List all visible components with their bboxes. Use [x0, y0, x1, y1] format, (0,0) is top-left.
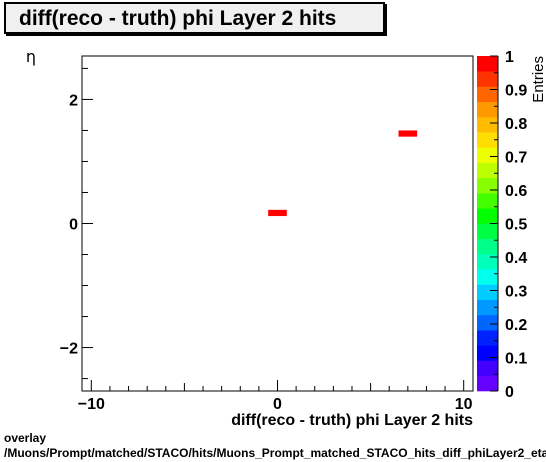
palette-band — [477, 193, 498, 209]
palette-band — [477, 177, 498, 194]
palette-tick-label: 0.9 — [505, 83, 527, 100]
chart-title: diff(reco - truth) phi Layer 2 hits — [19, 7, 337, 30]
x-tick-label: −10 — [78, 396, 105, 413]
footer-line-1: overlay — [4, 431, 47, 445]
palette-tick-label: 0.1 — [505, 351, 527, 368]
palette-band — [477, 56, 498, 72]
histogram-bin — [268, 209, 287, 217]
palette-tick-label: 0.4 — [505, 250, 527, 267]
x-axis-title: diff(reco - truth) phi Layer 2 hits — [231, 412, 473, 429]
palette-band — [477, 147, 498, 163]
palette-band — [477, 71, 498, 87]
y-axis-title: η — [26, 47, 36, 66]
palette-tick-label: 0.7 — [505, 150, 527, 167]
palette-tick-label: 0 — [505, 384, 514, 401]
axes: −10 0 10 −2 0 2 — [60, 67, 473, 413]
footer-line-2: /Muons/Prompt/matched/STACO/hits/Muons_P… — [4, 446, 546, 460]
palette-band — [477, 345, 498, 361]
palette-band — [477, 269, 498, 285]
palette-band — [477, 284, 498, 300]
x-tick-label: 0 — [273, 396, 282, 413]
palette-band — [477, 116, 498, 133]
y-tick-label: −2 — [60, 341, 78, 358]
palette-band — [477, 299, 498, 316]
histogram-bin — [398, 130, 418, 137]
palette-band — [477, 238, 498, 255]
palette-band — [477, 208, 498, 224]
plot-frame — [81, 55, 474, 392]
palette-band — [477, 132, 498, 148]
palette-tick-label: 0.8 — [505, 116, 527, 133]
histogram-bins — [268, 130, 418, 217]
palette-band — [477, 375, 498, 392]
y-tick-label: 2 — [69, 92, 78, 109]
color-palette: 0 0.1 0.2 0.3 0.4 0.5 0.6 0.7 0.8 0.9 1 — [477, 49, 527, 401]
palette-band — [477, 253, 498, 270]
palette-band — [477, 162, 498, 179]
x-tick-label: 10 — [455, 396, 473, 413]
palette-tick-label: 0.2 — [505, 317, 527, 334]
palette-band — [477, 360, 498, 377]
z-axis-title: Entries — [530, 56, 546, 103]
palette-band — [477, 314, 498, 331]
palette-band — [477, 101, 498, 118]
palette-band — [477, 330, 498, 346]
palette-tick-label: 0.6 — [505, 183, 527, 200]
title-box: diff(reco - truth) phi Layer 2 hits — [4, 2, 385, 34]
palette-tick-label: 0.3 — [505, 284, 527, 301]
y-tick-label: 0 — [69, 217, 78, 234]
palette-band — [477, 223, 498, 240]
palette-tick-label: 0.5 — [505, 217, 527, 234]
palette-band — [477, 86, 498, 102]
palette-tick-label: 1 — [505, 49, 514, 66]
